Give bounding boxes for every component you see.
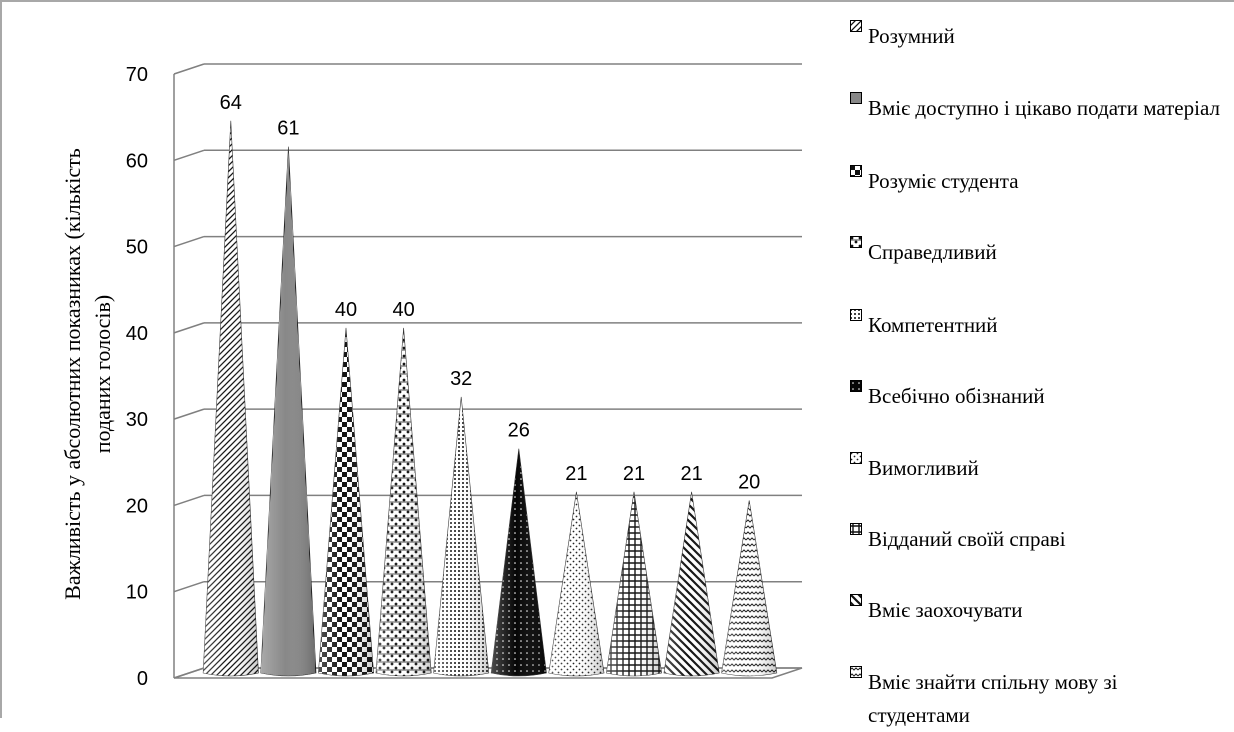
gridline-diagonal bbox=[173, 235, 205, 248]
gridline-diagonal bbox=[173, 408, 205, 420]
pattern-swatch-icon bbox=[850, 92, 862, 114]
legend-item: Вміє знайти спільну мову зі студентами bbox=[850, 666, 1222, 732]
legend-item: Справедливий bbox=[850, 236, 1222, 269]
pattern-swatch-icon bbox=[850, 165, 862, 187]
pattern-swatch-icon bbox=[850, 523, 862, 545]
pattern-swatch-graphic bbox=[850, 380, 862, 392]
gridline-diagonal bbox=[173, 581, 205, 593]
pattern-swatch-graphic bbox=[850, 236, 862, 248]
legend-item: Всебічно обізнаний bbox=[850, 380, 1222, 413]
pattern-swatch-graphic bbox=[850, 92, 862, 104]
pattern-swatch-icon bbox=[850, 594, 862, 616]
y-tick-label: 60 bbox=[126, 150, 148, 172]
cone-shading bbox=[491, 448, 547, 676]
cone-shading bbox=[721, 500, 777, 676]
y-tick-label: 70 bbox=[126, 64, 148, 86]
legend-label: Компетентний bbox=[868, 313, 998, 337]
y-tick-label: 10 bbox=[126, 582, 148, 604]
legend-label: Вміє доступно і цікаво подати матеріал bbox=[868, 96, 1220, 120]
y-axis-title-line-2: поданих голосів) bbox=[90, 295, 115, 453]
legend-label: Вміє знайти спільну мову зі студентами bbox=[868, 670, 1118, 727]
gridline-diagonal bbox=[173, 494, 205, 507]
legend-label: Відданий своїй справі bbox=[868, 527, 1066, 551]
legend-item: Компетентний bbox=[850, 309, 1222, 342]
legend-item: Розумний bbox=[850, 20, 1222, 53]
pattern-swatch-icon bbox=[850, 236, 862, 258]
cone-shading bbox=[318, 327, 374, 676]
cone-shading bbox=[548, 491, 605, 676]
pattern-swatch-graphic bbox=[850, 20, 862, 32]
data-label: 32 bbox=[450, 368, 472, 390]
gridline-diagonal bbox=[173, 149, 205, 161]
legend-label: Розумний bbox=[868, 24, 955, 48]
legend-item: Вимогливий bbox=[850, 452, 1222, 485]
cone-shading bbox=[606, 491, 662, 676]
data-label: 40 bbox=[335, 299, 357, 321]
data-label: 21 bbox=[680, 463, 702, 485]
pattern-swatch-graphic bbox=[850, 309, 862, 321]
cone-shading bbox=[663, 491, 720, 676]
pattern-swatch-icon bbox=[850, 309, 862, 331]
y-tick-label: 30 bbox=[126, 409, 148, 431]
y-tick-label: 50 bbox=[126, 237, 148, 259]
data-label: 20 bbox=[738, 471, 760, 493]
legend-item: Вміє заохочувати bbox=[850, 594, 1222, 627]
data-label: 21 bbox=[623, 463, 645, 485]
data-label: 40 bbox=[392, 299, 414, 321]
y-axis-title-line-1: Важливість у абсолютних показниках (кіль… bbox=[60, 148, 85, 600]
cone-shading bbox=[375, 327, 432, 676]
data-label: 21 bbox=[565, 463, 587, 485]
data-label: 64 bbox=[220, 92, 242, 114]
pattern-swatch-icon bbox=[850, 666, 862, 688]
legend-label: Справедливий bbox=[868, 240, 997, 264]
legend-label: Вміє заохочувати bbox=[868, 598, 1023, 622]
gridline-diagonal bbox=[173, 322, 205, 334]
gridline-diagonal bbox=[173, 63, 205, 75]
chart-floor bbox=[173, 667, 803, 679]
legend-item: Вміє доступно і цікаво подати матеріал bbox=[850, 92, 1222, 125]
legend-item: Розуміє студента bbox=[850, 165, 1222, 198]
cone-shading bbox=[433, 396, 489, 676]
cone-shading bbox=[260, 146, 317, 676]
pattern-swatch-graphic bbox=[850, 666, 862, 678]
data-label: 26 bbox=[508, 420, 530, 442]
cone-chart: 0 10 20 30 40 50 60 70 64 61 40 40 32 26 21 21 21 20 Важл… bbox=[60, 63, 803, 690]
legend-label: Всебічно обізнаний bbox=[868, 384, 1045, 408]
pattern-swatch-icon bbox=[850, 20, 862, 42]
pattern-swatch-graphic bbox=[850, 165, 862, 177]
data-label: 61 bbox=[277, 118, 299, 140]
cone-shading bbox=[203, 120, 259, 677]
legend-item: Відданий своїй справі bbox=[850, 523, 1222, 556]
pattern-swatch-icon bbox=[850, 380, 862, 402]
legend-label: Вимогливий bbox=[868, 456, 979, 480]
pattern-swatch-icon bbox=[850, 452, 862, 474]
pattern-swatch-graphic bbox=[850, 594, 862, 606]
y-tick-label: 20 bbox=[126, 495, 148, 517]
pattern-swatch-graphic bbox=[850, 523, 862, 535]
y-tick-label: 40 bbox=[126, 323, 148, 345]
legend-label: Розуміє студента bbox=[868, 169, 1019, 193]
pattern-swatch-graphic bbox=[850, 452, 862, 464]
y-tick-label: 0 bbox=[137, 668, 148, 690]
